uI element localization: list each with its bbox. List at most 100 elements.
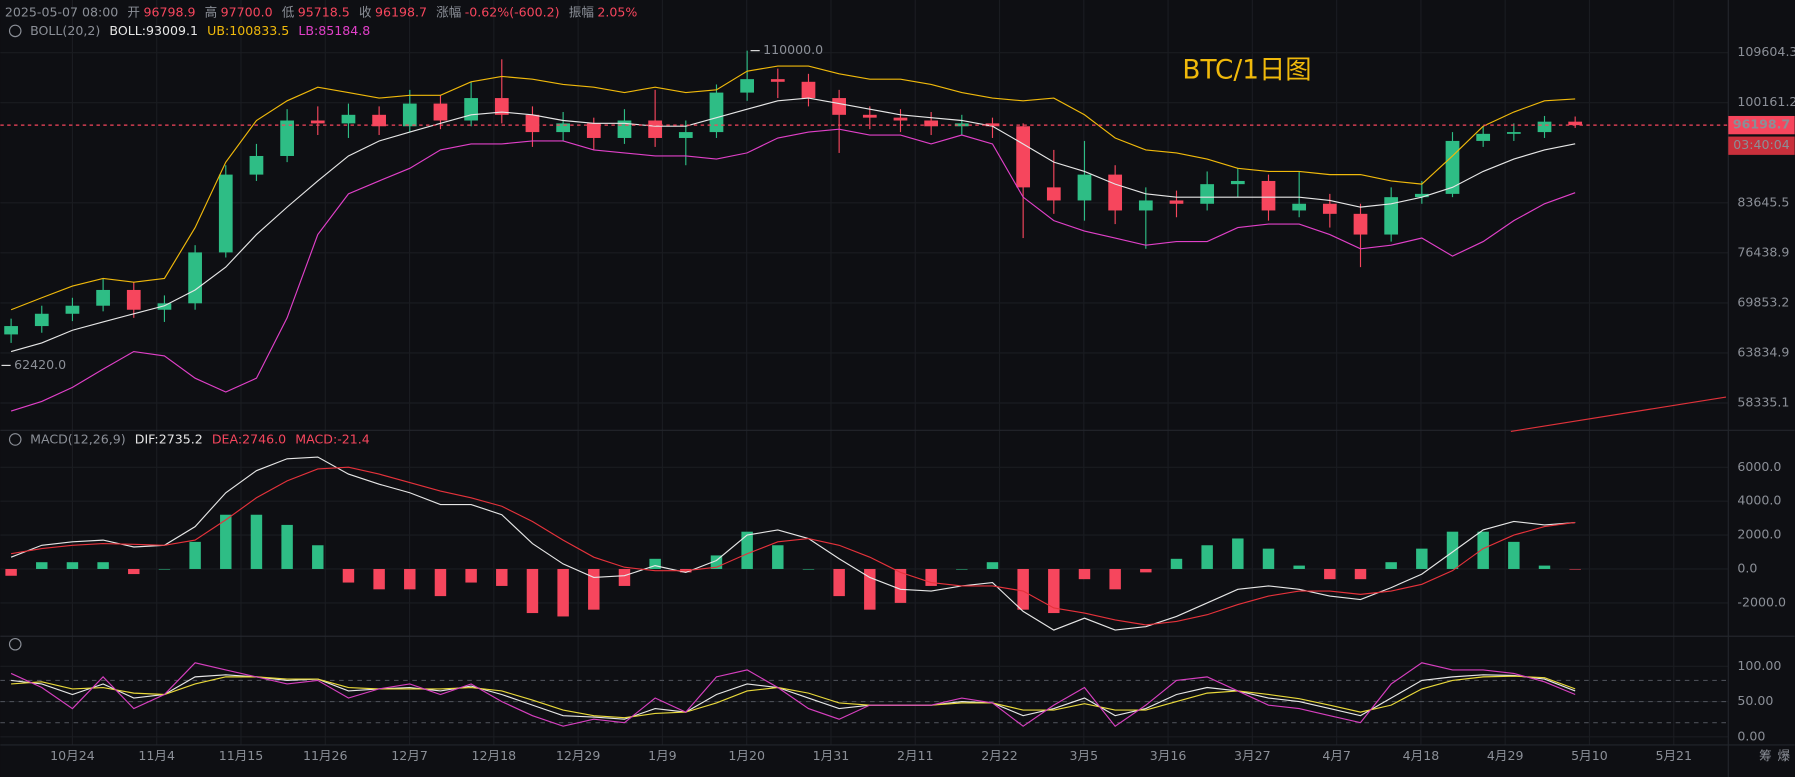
y-tick-label: 63834.9	[1737, 344, 1789, 359]
field-label: 高	[205, 4, 218, 19]
macd-bar	[526, 568, 539, 614]
collapse-icon[interactable]	[8, 433, 22, 446]
candle-body	[862, 114, 877, 118]
ohlc-header: 2025-05-07 08:00 开 96798.9 高 97700.0 低 95718.5…	[5, 4, 637, 19]
candle-body	[1169, 200, 1184, 204]
y-tick-label: 100.00	[1737, 658, 1781, 673]
indicator-line	[10, 662, 1576, 727]
macd-bar	[312, 545, 324, 569]
candle-body	[893, 117, 908, 121]
footer-button[interactable]: 筹	[1759, 748, 1772, 763]
macd-bar	[1293, 565, 1305, 569]
indicator-name: BOLL(20,2)	[30, 22, 100, 37]
field-value: -0.62%(-600.2)	[465, 4, 560, 19]
candle-body	[4, 326, 18, 335]
macd-bar	[1048, 568, 1060, 614]
macd-bar	[404, 568, 416, 590]
candle-body	[678, 132, 693, 138]
candle-body	[770, 79, 785, 82]
macd-bar	[220, 514, 232, 569]
legend-value: 2746.0	[242, 431, 286, 446]
collapse-icon[interactable]	[8, 637, 22, 651]
legend-value: -21.4	[337, 431, 370, 446]
candle-body	[525, 114, 540, 133]
macd-bar	[250, 514, 263, 569]
field-label: 收	[359, 4, 372, 19]
candle-body	[648, 120, 662, 138]
macd-bar	[281, 524, 293, 569]
y-tick-label: 0.0	[1737, 560, 1757, 575]
indicator-line	[10, 65, 1576, 311]
legend-label: UB:	[207, 22, 229, 37]
field-value: 2.05%	[597, 4, 637, 19]
candle-body	[1230, 180, 1245, 185]
x-tick-label: 2月11	[897, 748, 934, 763]
legend-label: LB:	[298, 22, 318, 37]
field-label: 涨幅	[436, 4, 461, 19]
macd-bar	[342, 568, 355, 583]
candle-body	[126, 289, 141, 310]
trend-line[interactable]	[1510, 396, 1727, 432]
x-tick-label: 3月27	[1234, 748, 1271, 763]
macd-bar	[36, 562, 48, 569]
x-tick-label: 3月16	[1150, 748, 1187, 763]
legend-value: 93009.1	[146, 22, 198, 37]
candle-body	[402, 103, 417, 127]
candle-body	[1322, 203, 1337, 214]
macd-bar	[925, 568, 937, 586]
x-tick-label: 11月26	[303, 748, 348, 763]
macd-bar	[772, 545, 784, 569]
candle-body	[433, 103, 448, 121]
candle-body	[832, 98, 847, 115]
candle-body	[310, 120, 325, 124]
macd-bar	[1201, 545, 1213, 569]
macd-bar	[66, 562, 79, 569]
x-tick-label: 11月4	[138, 748, 175, 763]
candle-body	[1384, 197, 1399, 235]
footer-button[interactable]: 爆	[1777, 748, 1790, 763]
macd-bar	[741, 531, 753, 569]
candle-body	[188, 252, 202, 304]
macd-bar	[557, 568, 569, 617]
candle-body	[280, 120, 294, 156]
macd-bar	[496, 568, 508, 586]
x-tick-label: 5月21	[1655, 748, 1692, 763]
x-tick-label: 1月31	[813, 748, 850, 763]
price-tag	[1728, 115, 1795, 135]
candle-body	[372, 114, 386, 127]
indicator-line	[10, 97, 1576, 353]
collapse-icon[interactable]	[8, 24, 22, 38]
x-tick-label: 11月15	[219, 748, 264, 763]
macd-bar	[1416, 548, 1428, 569]
macd-bar	[986, 562, 999, 569]
y-tick-label: 0.00	[1737, 728, 1765, 743]
macd-bar	[802, 568, 815, 570]
macd-bar	[1140, 568, 1152, 573]
candle-body	[586, 123, 601, 138]
macd-bar	[1477, 531, 1489, 569]
candle-body	[341, 114, 356, 124]
macd-legend: MACD(12,26,9) DIF:2735.2 DEA:2746.0 MACD:-2…	[30, 431, 370, 446]
annotation: 110000.0	[763, 42, 823, 57]
x-tick-label: 5月10	[1571, 748, 1608, 763]
candle-body	[96, 289, 110, 306]
candle-body	[1414, 193, 1429, 198]
chart-title: BTC/1日图	[1182, 55, 1311, 85]
field-value: 96198.7	[375, 4, 427, 19]
indicator-name: MACD(12,26,9)	[30, 431, 126, 446]
x-tick-label: 12月7	[391, 748, 428, 763]
candle-body	[1077, 174, 1092, 201]
macd-bar	[1538, 565, 1551, 569]
candle-body	[494, 98, 509, 115]
field-value: 97700.0	[221, 4, 273, 19]
indicator-line	[10, 128, 1576, 412]
field-label: 低	[282, 4, 295, 19]
y-tick-label: 76438.9	[1737, 244, 1789, 259]
y-tick-label: 69853.2	[1737, 294, 1789, 309]
macd-bar	[1262, 548, 1275, 569]
field-value: 96798.9	[143, 4, 195, 19]
y-tick-label: 83645.5	[1737, 194, 1789, 209]
boll-legend: BOLL(20,2) BOLL:93009.1 UB:100833.5 LB:8518…	[30, 22, 370, 37]
